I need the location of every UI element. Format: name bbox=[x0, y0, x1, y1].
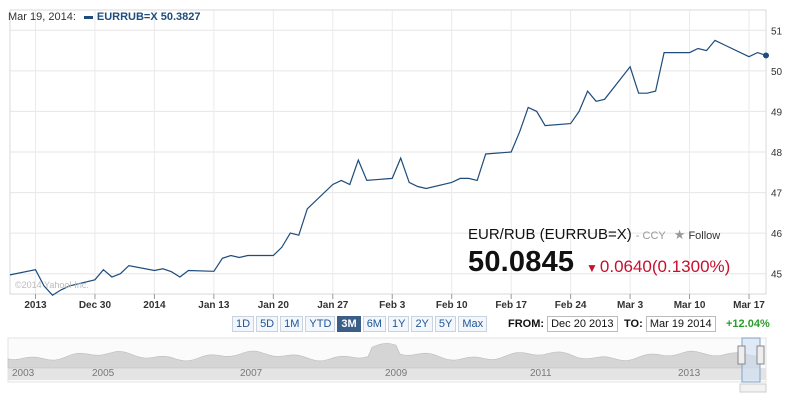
navigator-year: 2011 bbox=[530, 368, 552, 379]
legend-symbol: EURRUB=X bbox=[96, 11, 158, 23]
from-date-input[interactable]: Dec 20 2013 bbox=[547, 316, 618, 332]
period-1d-button[interactable]: 1D bbox=[232, 316, 255, 332]
y-tick-label: 51 bbox=[771, 26, 783, 37]
period-buttons: 1D 5D 1M YTD 3M 6M 1Y 2Y 5Y Max bbox=[232, 316, 488, 332]
down-arrow-icon: ▼ bbox=[586, 261, 598, 275]
y-tick-label: 50 bbox=[771, 67, 783, 78]
navigator-scrollbar[interactable] bbox=[739, 383, 767, 393]
range-percent-change: +12.04% bbox=[726, 318, 770, 330]
period-5d-button[interactable]: 5D bbox=[256, 316, 279, 332]
period-3m-button[interactable]: 3M bbox=[337, 316, 361, 332]
period-ytd-button[interactable]: YTD bbox=[305, 316, 336, 332]
x-tick-label: Dec 30 bbox=[79, 300, 112, 311]
y-tick-label: 49 bbox=[771, 107, 783, 118]
legend-date: Mar 19, 2014: bbox=[8, 11, 76, 23]
period-2y-button[interactable]: 2Y bbox=[411, 316, 433, 332]
to-group: TO: Mar 19 2014 bbox=[624, 316, 716, 332]
quote-panel: EUR/RUB (EURRUB=X) - CCY ★ Follow 50.0845 … bbox=[468, 226, 730, 278]
y-tick-label: 48 bbox=[771, 148, 783, 159]
period-1m-button[interactable]: 1M bbox=[280, 316, 304, 332]
navigator-year-band bbox=[8, 368, 766, 380]
quote-price: 50.0845 bbox=[468, 246, 575, 278]
quote-change-value: 0.0640 bbox=[599, 257, 652, 276]
star-icon: ★ bbox=[673, 227, 686, 242]
x-tick-label: 2014 bbox=[143, 300, 166, 311]
last-point-marker bbox=[763, 52, 769, 59]
navigator-year: 2005 bbox=[92, 368, 115, 379]
legend-value: 50.3827 bbox=[160, 11, 201, 23]
from-group: FROM: Dec 20 2013 bbox=[508, 316, 618, 332]
navigator-year: 2009 bbox=[385, 368, 408, 379]
x-tick-label: Jan 20 bbox=[258, 300, 290, 311]
navigator-year: 2003 bbox=[12, 368, 35, 379]
x-tick-label: Mar 17 bbox=[733, 300, 765, 311]
x-tick-label: Mar 3 bbox=[617, 300, 644, 311]
x-tick-label: Jan 13 bbox=[198, 300, 230, 311]
from-label: FROM: bbox=[508, 318, 545, 330]
quote-name: EUR/RUB (EURRUB=X) bbox=[468, 226, 632, 243]
yahoo-watermark: ©2014 Yahoo! Inc. bbox=[15, 280, 89, 290]
series-line bbox=[9, 39, 767, 296]
x-tick-label: 2013 bbox=[24, 300, 47, 311]
quote-change: ▼ 0.0640(0.1300%) bbox=[586, 257, 730, 277]
period-max-button[interactable]: Max bbox=[458, 316, 488, 332]
period-1y-button[interactable]: 1Y bbox=[387, 316, 410, 332]
quote-ccy: - CCY bbox=[635, 230, 666, 242]
y-tick-label: 46 bbox=[771, 229, 783, 240]
follow-button[interactable]: ★ Follow bbox=[673, 227, 721, 242]
period-5y-button[interactable]: 5Y bbox=[434, 316, 457, 332]
y-tick-label: 45 bbox=[771, 270, 783, 281]
to-date-input[interactable]: Mar 19 2014 bbox=[645, 316, 716, 332]
navigator-year-labels: 2003 2005 2007 2009 2011 2013 bbox=[0, 368, 790, 380]
navigator-year: 2007 bbox=[240, 368, 263, 379]
navigator-sparkline bbox=[7, 343, 761, 369]
to-label: TO: bbox=[624, 318, 643, 330]
navigator-left-handle[interactable] bbox=[737, 345, 746, 365]
navigator-year: 2013 bbox=[678, 368, 701, 379]
navigator-right-handle[interactable] bbox=[756, 345, 765, 365]
quote-change-pct: (0.1300%) bbox=[651, 257, 731, 276]
x-tick-label: Feb 17 bbox=[495, 300, 527, 311]
x-tick-label: Feb 3 bbox=[379, 300, 406, 311]
legend-swatch bbox=[83, 15, 93, 19]
period-6m-button[interactable]: 6M bbox=[362, 316, 386, 332]
y-tick-label: 47 bbox=[771, 189, 783, 200]
chart-legend: Mar 19, 2014: EURRUB=X 50.3827 bbox=[8, 11, 201, 23]
x-tick-label: Feb 24 bbox=[555, 300, 587, 311]
follow-label: Follow bbox=[688, 230, 721, 242]
x-tick-label: Mar 10 bbox=[674, 300, 706, 311]
x-tick-label: Feb 10 bbox=[436, 300, 468, 311]
x-tick-label: Jan 27 bbox=[317, 300, 349, 311]
